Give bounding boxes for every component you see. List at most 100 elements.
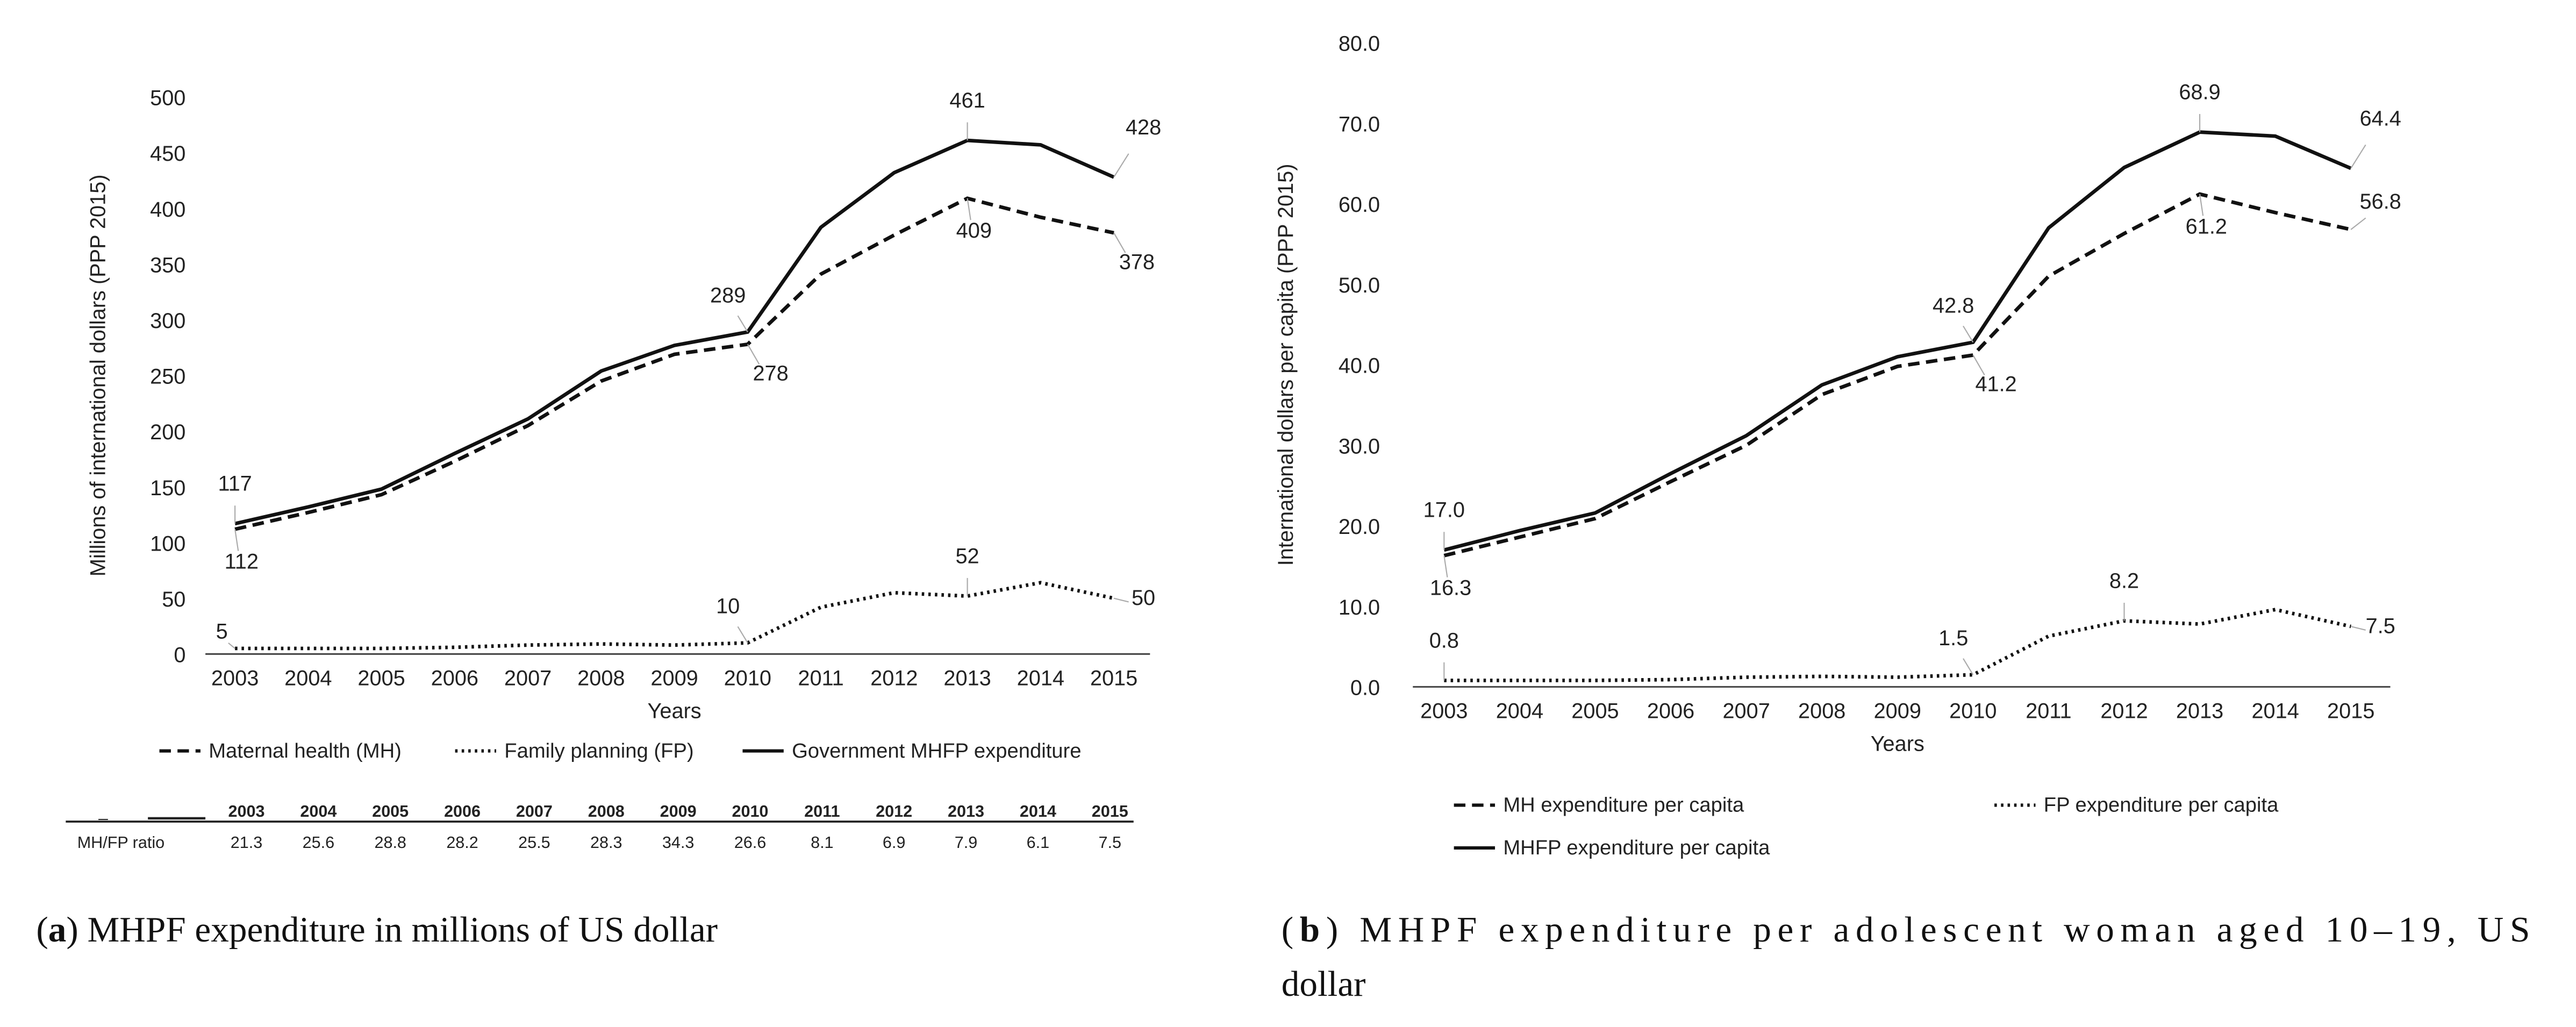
x-tick-label: 2006 <box>1647 699 1694 723</box>
data-label: 378 <box>1119 250 1155 274</box>
series-line-solid <box>234 138 1115 526</box>
data-label: 117 <box>218 472 252 496</box>
table-cell: 25.6 <box>303 833 334 852</box>
table-cell: 28.2 <box>446 833 478 852</box>
table-cell: 6.1 <box>1027 833 1049 852</box>
ratio-table: _ 2003 2004 2005 2006 2007 2008 2009 2010 2011 20… <box>66 802 1134 852</box>
y-tick-label: 0.0 <box>1350 676 1380 700</box>
table-header-year: 2003 <box>228 802 265 821</box>
x-tick-label: 2014 <box>1017 666 1064 690</box>
chart-a: 0 50 100 150 200 250 300 350 400 450 500 2003 2004 20… <box>87 87 1162 762</box>
x-axis-title: Years <box>648 699 702 723</box>
table-cell: 26.6 <box>734 833 766 852</box>
data-label-leader <box>1972 354 1985 375</box>
table-cell: 7.9 <box>955 833 977 852</box>
caption-b-text-line1: MHPF expenditure per adolescent woman ag… <box>1359 909 2530 950</box>
data-label: 289 <box>710 283 746 307</box>
data-label-leader <box>737 315 748 333</box>
x-tick-label: 2004 <box>284 666 332 690</box>
table-header-year: 2007 <box>516 802 553 821</box>
table-header-year: 2009 <box>660 802 697 821</box>
table-header-year: 2006 <box>444 802 481 821</box>
series-line-dotted <box>235 581 1114 651</box>
y-tick-label: 50.0 <box>1339 274 1380 297</box>
data-label-leader <box>2199 194 2204 216</box>
legend-label: Government MHFP expenditure <box>792 739 1081 762</box>
data-label-leader <box>228 643 235 649</box>
data-label: 16.3 <box>1430 576 1471 600</box>
x-tick-label: 2005 <box>1571 699 1619 723</box>
table-cell: 34.3 <box>662 833 694 852</box>
table-header-year: 2013 <box>948 802 984 821</box>
x-tick-label: 2007 <box>504 666 552 690</box>
caption-a: (a) MHPF expenditure in millions of US d… <box>36 909 718 950</box>
x-tick-label: 2009 <box>650 666 698 690</box>
data-label: 10 <box>716 595 740 618</box>
data-label: 64.4 <box>2360 107 2401 131</box>
series-line-dashed <box>1443 192 2351 558</box>
data-label-leader <box>967 198 971 220</box>
caption-a-text: MHPF expenditure in millions of US dolla… <box>88 909 718 950</box>
data-label: 42.8 <box>1933 294 1974 317</box>
table-header-year: 2004 <box>300 802 337 821</box>
table-header-year: 2015 <box>1092 802 1128 821</box>
data-label: 278 <box>753 362 788 386</box>
x-tick-label: 2011 <box>2026 699 2071 723</box>
x-tick-label: 2004 <box>1496 699 1543 723</box>
series-line-dotted <box>1444 608 2351 682</box>
y-axis-title: International dollars per capita (PPP 20… <box>1274 164 1298 566</box>
data-label: 50 <box>1132 586 1155 610</box>
legend-label: Family planning (FP) <box>504 739 693 762</box>
y-tick-label: 400 <box>150 198 185 222</box>
y-axis-title: Millions of international dollars (PPP 2… <box>87 174 110 576</box>
x-tick-label: 2003 <box>1420 699 1468 723</box>
data-label-leader <box>2350 144 2366 169</box>
data-label: 112 <box>225 550 259 574</box>
data-label: 461 <box>949 89 985 112</box>
y-tick-label: 70.0 <box>1339 112 1380 136</box>
table-header-year: 2014 <box>1020 802 1056 821</box>
x-tick-label: 2008 <box>1798 699 1845 723</box>
y-tick-label: 350 <box>150 253 185 277</box>
y-tick-label: 500 <box>150 87 185 110</box>
data-label-leader <box>737 626 748 644</box>
table-header-year: 2012 <box>876 802 912 821</box>
legend-label: MHFP expenditure per capita <box>1503 836 1770 859</box>
y-tick-label: 40.0 <box>1339 354 1380 378</box>
table-cell: 8.1 <box>811 833 833 852</box>
x-tick-label: 2012 <box>870 666 918 690</box>
x-tick-label: 2013 <box>2176 699 2223 723</box>
data-label: 428 <box>1126 116 1161 139</box>
y-tick-label: 20.0 <box>1339 515 1380 539</box>
data-label-leader <box>2350 626 2366 631</box>
y-tick-label: 250 <box>150 365 185 389</box>
data-label: 1.5 <box>1938 626 1968 650</box>
y-tick-label: 10.0 <box>1339 596 1380 619</box>
x-tick-label: 2014 <box>2251 699 2299 723</box>
data-label-leader <box>1113 153 1129 178</box>
table-cell: 28.8 <box>374 833 406 852</box>
data-label: 61.2 <box>2186 215 2227 238</box>
x-tick-label: 2012 <box>2100 699 2148 723</box>
x-tick-label: 2015 <box>1090 666 1137 690</box>
table-cell: 28.3 <box>590 833 622 852</box>
y-tick-label: 30.0 <box>1339 434 1380 458</box>
y-tick-label: 0 <box>174 644 185 667</box>
chart-b: 0.0 10.0 20.0 30.0 40.0 50.0 60.0 70.0 80.0 2003 2… <box>1274 32 2401 859</box>
x-tick-label: 2003 <box>211 666 259 690</box>
x-tick-label: 2005 <box>357 666 405 690</box>
data-label-leader <box>1963 658 1974 675</box>
x-tick-label: 2010 <box>724 666 771 690</box>
data-label-leader <box>1113 597 1129 603</box>
data-label-leader <box>747 344 760 365</box>
table-header-year: 2010 <box>732 802 768 821</box>
x-axis-title: Years <box>1871 732 1924 756</box>
x-tick-label: 2011 <box>798 666 843 690</box>
y-tick-label: 60.0 <box>1339 193 1380 217</box>
x-tick-label: 2008 <box>577 666 625 690</box>
table-header-year: 2008 <box>588 802 625 821</box>
data-label-leader <box>1963 325 1974 343</box>
y-tick-label: 80.0 <box>1339 32 1380 56</box>
data-label-leader <box>234 529 239 551</box>
